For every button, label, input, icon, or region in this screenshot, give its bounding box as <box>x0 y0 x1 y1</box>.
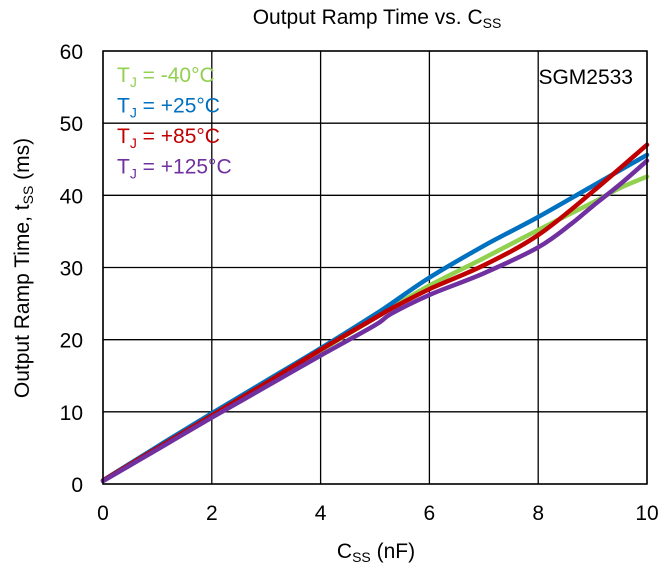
legend-entry-0: TJ = -40°C <box>117 64 215 90</box>
legend-entry-2: TJ = +85°C <box>117 125 220 151</box>
y-tick-label: 50 <box>60 113 83 136</box>
y-tick-label: 40 <box>60 185 83 208</box>
series-layer <box>100 142 650 484</box>
y-tick-label: 20 <box>60 330 83 353</box>
y-tick-label: 60 <box>60 41 83 64</box>
plot-frame <box>102 50 648 485</box>
legend-entry-1: TJ = +25°C <box>117 95 220 121</box>
tick-labels: 0 2 4 6 8 10 0 10 20 30 40 50 60 <box>60 41 659 525</box>
chart-title: Output Ramp Time vs. CSS <box>253 6 502 31</box>
x-tick-label: 4 <box>315 502 327 525</box>
x-tick-label: 6 <box>424 502 436 525</box>
legend-entry-3: TJ = +125°C <box>117 156 232 182</box>
x-tick-label: 10 <box>635 502 658 525</box>
y-tick-label: 30 <box>60 258 83 281</box>
y-tick-label: 10 <box>60 402 83 425</box>
x-tick-label: 2 <box>206 502 218 525</box>
y-tick-label: 0 <box>71 474 83 497</box>
x-axis-label: CSS (nF) <box>337 540 415 565</box>
series-line-3 <box>100 158 650 484</box>
legend: TJ = -40°C TJ = +25°C TJ = +85°C TJ = +125°… <box>117 64 232 182</box>
device-label: SGM2533 <box>538 66 633 89</box>
x-tick-label: 8 <box>532 502 544 525</box>
x-tick-label: 0 <box>97 502 109 525</box>
y-axis-label: Output Ramp Time, tSS (ms) <box>11 138 36 398</box>
